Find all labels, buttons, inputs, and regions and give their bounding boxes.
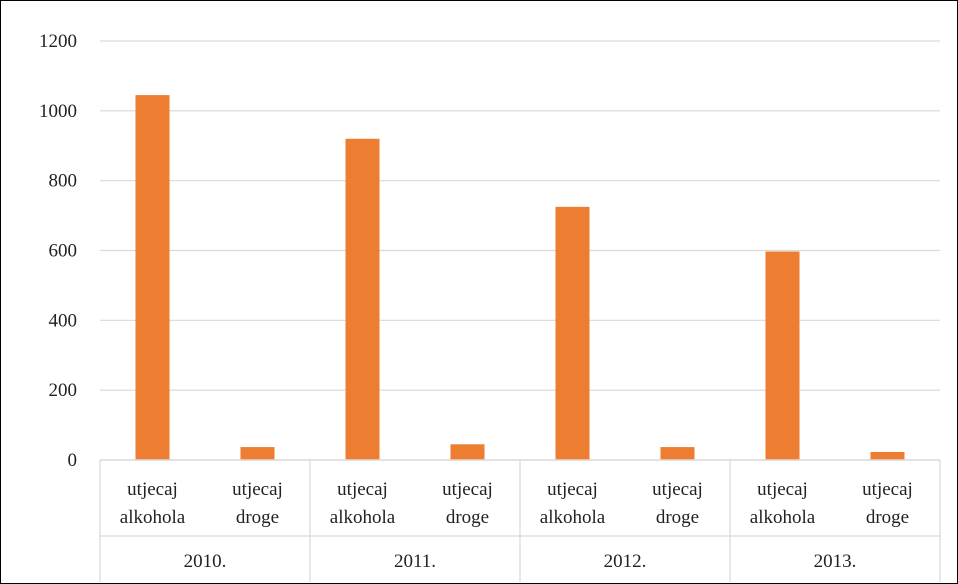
y-tick-label: 1000 xyxy=(39,101,77,122)
gridlines xyxy=(100,40,940,391)
y-tick-label: 1200 xyxy=(39,31,77,52)
bar xyxy=(450,444,485,460)
x-category-label-line1: utjecaj xyxy=(337,479,388,500)
x-category-label-line2: droge xyxy=(656,507,699,528)
x-category-label-line1: utjecaj xyxy=(127,479,178,500)
y-tick-label: 0 xyxy=(68,450,78,471)
x-group-label: 2010. xyxy=(184,551,227,572)
y-tick-label: 400 xyxy=(49,310,78,331)
bar xyxy=(240,447,275,460)
y-tick-label: 800 xyxy=(49,171,78,192)
y-axis-ticks: 0 200 400 600 800 1000 1200 xyxy=(39,31,77,471)
x-category-label-line1: utjecaj xyxy=(652,479,703,500)
bar xyxy=(765,251,800,460)
x-category-label-line2: droge xyxy=(236,507,279,528)
x-category-label-line2: alkohola xyxy=(540,507,606,528)
x-category-label-line2: alkohola xyxy=(120,507,186,528)
y-tick-label: 200 xyxy=(49,380,78,401)
x-category-label-line1: utjecaj xyxy=(547,479,598,500)
x-axis: utjecaj alkohola utjecaj droge 2010. utjecaj a… xyxy=(99,459,941,582)
bar xyxy=(660,447,695,460)
x-category-label-line2: droge xyxy=(446,507,489,528)
bars xyxy=(135,95,905,460)
y-tick-label: 600 xyxy=(49,241,78,262)
x-category-label-line2: alkohola xyxy=(750,507,816,528)
bar xyxy=(345,138,380,460)
x-category-label-line1: utjecaj xyxy=(757,479,808,500)
bar xyxy=(555,206,590,460)
x-category-label-line1: utjecaj xyxy=(862,479,913,500)
x-group-label: 2011. xyxy=(394,551,436,572)
x-category-label-line2: alkohola xyxy=(330,507,396,528)
x-category-label-line1: utjecaj xyxy=(442,479,493,500)
x-category-label-line1: utjecaj xyxy=(232,479,283,500)
x-group-label: 2012. xyxy=(604,551,647,572)
bar xyxy=(135,95,170,460)
x-group-label: 2013. xyxy=(814,551,857,572)
x-category-label-line2: droge xyxy=(866,507,909,528)
bar xyxy=(870,451,905,460)
